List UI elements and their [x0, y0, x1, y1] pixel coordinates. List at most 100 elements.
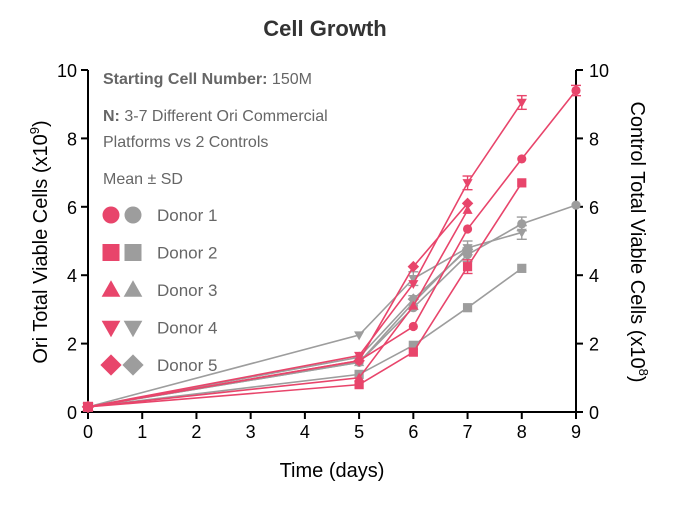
y-axis-label-left-close: ): [30, 120, 52, 127]
legend-marker-control: [123, 320, 143, 338]
y-tick-label-left: 8: [67, 129, 77, 149]
x-tick-label: 2: [191, 422, 201, 442]
y-axis-label-right-text: Control Total Viable Cells (x10: [626, 101, 648, 368]
legend-marker-ori: [100, 354, 122, 376]
x-ticks: 0 1 2 3 4 5 6 7 8 9: [83, 412, 581, 442]
legend-label: Donor 5: [157, 356, 217, 375]
legend-marker-ori: [102, 206, 120, 224]
x-tick-label: 5: [354, 422, 364, 442]
data-point: [571, 200, 581, 210]
plot-area: [81, 84, 581, 414]
data-point: [408, 340, 418, 350]
data-point: [408, 280, 419, 290]
n-annotation: N: 3-7 Different Ori Commercial: [103, 108, 328, 125]
data-point: [462, 204, 473, 214]
axes: [87, 70, 577, 413]
legend-item: Donor 1: [102, 206, 217, 225]
starting-cell-value: 150M: [267, 71, 311, 88]
series-line: [87, 209, 469, 408]
y-axis-label-right: Control Total Viable Cells (x108): [626, 101, 651, 382]
ori-diamond-series: [81, 197, 474, 414]
legend-label: Donor 4: [157, 319, 217, 338]
starting-cell-annotation: Starting Cell Number: 150M: [103, 71, 312, 88]
y-ticks-left: 0 2 4 6 8 10: [57, 61, 88, 423]
data-point: [408, 300, 419, 310]
n-label: N:: [103, 108, 120, 125]
y-tick-label-left: 2: [67, 335, 77, 355]
y-axis-label-left-exponent: 9: [27, 127, 42, 134]
y-tick-label-right: 2: [589, 335, 599, 355]
x-tick-label: 8: [517, 422, 527, 442]
x-tick-label: 4: [300, 422, 310, 442]
y-tick-label-left: 6: [67, 198, 77, 218]
y-tick-label-left: 0: [67, 403, 77, 423]
legend-marker-control: [122, 354, 144, 376]
legend-marker-ori: [102, 244, 120, 261]
legend-marker-ori: [101, 280, 121, 297]
data-point: [408, 321, 418, 332]
legend-item: Donor 4: [101, 319, 217, 338]
series-line: [87, 248, 469, 408]
y-tick-label-right: 6: [589, 198, 599, 218]
legend-item: Donor 3: [101, 280, 217, 300]
data-point: [517, 178, 527, 188]
data-point: [81, 400, 95, 414]
y-tick-label-right: 0: [589, 403, 599, 423]
legend-marker-control: [124, 206, 142, 224]
starting-cell-label: Starting Cell Number:: [103, 71, 267, 88]
x-tick-label: 1: [137, 422, 147, 442]
x-tick-label: 0: [83, 422, 93, 442]
y-tick-label-left: 10: [57, 61, 77, 81]
data-point: [354, 331, 365, 341]
annotations: Starting Cell Number: 150M N: 3-7 Differ…: [103, 71, 328, 188]
y-tick-label-left: 4: [67, 266, 77, 286]
legend-label: Donor 2: [157, 244, 217, 263]
legend-item: Donor 5: [100, 354, 217, 376]
data-point: [461, 243, 474, 256]
n-value-line1: 3-7 Different Ori Commercial: [120, 108, 328, 125]
legend-marker-control: [123, 280, 143, 297]
data-point: [354, 372, 365, 382]
data-point: [571, 85, 581, 96]
data-point: [408, 274, 419, 284]
legend-label: Donor 3: [157, 281, 217, 300]
y-ticks-right: 0 2 4 6 8 10: [576, 61, 609, 423]
series-line: [87, 204, 577, 408]
x-tick-label: 6: [408, 422, 418, 442]
data-point: [516, 228, 527, 238]
x-tick-label: 9: [571, 422, 581, 442]
legend-marker-control: [124, 244, 142, 261]
legend: Donor 1 Donor 2 Donor 3 Donor 4 Donor 5: [100, 206, 217, 376]
legend-marker-ori: [101, 320, 121, 338]
y-tick-label-right: 8: [589, 129, 599, 149]
data-point: [407, 260, 420, 273]
data-point: [462, 262, 473, 272]
legend-item: Donor 2: [102, 244, 217, 263]
data-point: [353, 354, 365, 367]
y-axis-label-right-exponent: 8: [636, 369, 651, 376]
series-line: [87, 202, 469, 408]
legend-label: Donor 1: [157, 206, 217, 225]
data-point: [462, 179, 473, 189]
n-value-line2: Platforms vs 2 Controls: [103, 134, 268, 151]
y-axis-label-left-text: Ori Total Viable Cells (x10: [30, 134, 52, 363]
chart-title: Cell Growth: [263, 16, 386, 41]
data-point: [354, 380, 364, 390]
data-point: [516, 98, 527, 108]
y-tick-label-right: 4: [589, 266, 599, 286]
y-axis-label-right-close: ): [626, 376, 648, 383]
series-line: [87, 267, 523, 408]
data-point: [408, 347, 418, 357]
x-axis-label: Time (days): [280, 460, 385, 482]
data-point: [462, 224, 473, 234]
x-tick-label: 3: [246, 422, 256, 442]
data-point: [461, 197, 474, 210]
data-point: [462, 303, 473, 313]
data-point: [517, 263, 527, 273]
stat-annotation: Mean ± SD: [103, 171, 183, 188]
y-axis-label-left: Ori Total Viable Cells (x109): [27, 120, 52, 363]
ori-triangle-up-series: [82, 204, 473, 411]
x-tick-label: 7: [463, 422, 473, 442]
